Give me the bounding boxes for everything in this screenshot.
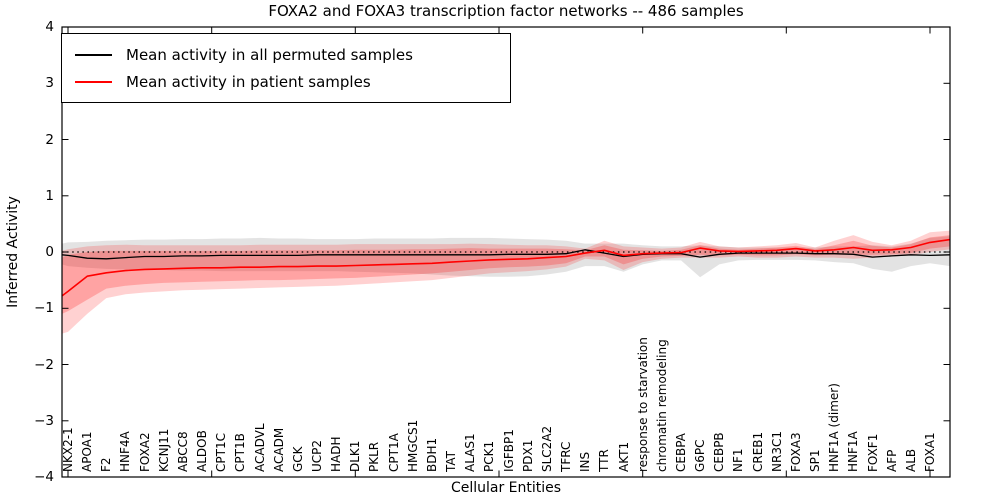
x-tick-label: TFRC (559, 441, 574, 472)
y-tick-label: −1 (34, 300, 54, 317)
x-tick-label: BDH1 (424, 437, 439, 472)
x-tick-label: UCP2 (310, 439, 325, 472)
x-tick-label: PDX1 (520, 439, 535, 472)
x-tick-label: INS (578, 451, 593, 472)
y-tick-label: 2 (45, 131, 54, 148)
y-tick-label: 1 (45, 187, 54, 204)
y-tick-label: 3 (45, 75, 54, 92)
legend-item-label: Mean activity in patient samples (126, 72, 371, 91)
y-tick-label: −4 (34, 469, 54, 485)
x-tick-label: FOXA2 (137, 432, 152, 472)
x-tick-label: CPT1B (233, 433, 248, 472)
x-tick-label: HMGCS1 (405, 419, 420, 472)
x-tick-label: HADH (329, 436, 344, 473)
x-tick-label: ABCC8 (175, 431, 190, 472)
x-tick-label: NR3C1 (769, 431, 784, 472)
y-tick-label: 0 (45, 244, 54, 260)
x-tick-label: IGFBP1 (501, 429, 516, 472)
legend-item-label: Mean activity in all permuted samples (126, 45, 413, 64)
x-tick-label: ALB (903, 448, 918, 472)
x-tick-label: KCNJ11 (156, 428, 171, 472)
x-tick-label: FOXA1 (923, 432, 937, 472)
patient-range-outer-band (62, 230, 950, 334)
x-tick-label: HNF1A (846, 431, 861, 472)
permuted-mean-line (61, 249, 951, 260)
y-tick-label: −3 (34, 412, 54, 429)
x-tick-label: PKLR (367, 441, 382, 472)
x-tick-label: ACADVL (252, 423, 267, 472)
x-tick-label: TAT (444, 450, 459, 472)
x-tick-label: chromatin remodeling (654, 339, 669, 472)
x-tick-label: CPT1A (386, 433, 401, 472)
x-tick-label: CREB1 (750, 431, 765, 472)
x-tick-label: NF1 (731, 448, 746, 472)
x-tick-label: G6PC (693, 439, 708, 472)
x-tick-label: APOA1 (80, 431, 95, 472)
x-tick-label: CPT1C (214, 433, 229, 472)
x-tick-label: TTR (597, 449, 612, 472)
legend-item: Mean activity in patient samples (75, 68, 510, 95)
chart-title: FOXA2 and FOXA3 transcription factor net… (268, 2, 744, 20)
x-tick-label: SP1 (808, 449, 823, 473)
x-tick-label: AKT1 (616, 441, 631, 472)
x-tick-label: response to starvation (635, 337, 650, 472)
patient-line-sample (75, 80, 112, 83)
x-tick-label: FOXF1 (865, 433, 880, 472)
x-tick-label: NKX2-1 (61, 427, 75, 472)
x-tick-label: F2 (99, 457, 114, 472)
x-tick-label: CEBPB (712, 432, 727, 472)
x-tick-label: ALAS1 (463, 433, 478, 472)
y-tick-label: 4 (45, 19, 54, 35)
x-tick-label: DLK1 (348, 440, 363, 472)
x-axis-label: Cellular Entities (450, 480, 562, 496)
y-tick-label: −2 (34, 356, 54, 373)
patient-mean-line (61, 238, 951, 297)
x-tick-label: AFP (884, 449, 899, 472)
x-tick-label: CEBPA (673, 433, 688, 472)
x-tick-label: SLC2A2 (539, 425, 554, 472)
legend-item: Mean activity in all permuted samples (75, 41, 510, 68)
plot-frame (61, 26, 951, 478)
permuted-line-sample (75, 53, 112, 56)
x-tick-label: ALDOB (195, 430, 210, 472)
x-tick-label: GCK (290, 446, 305, 472)
x-tick-label: ACADM (271, 427, 286, 472)
x-tick-label: FOXA3 (788, 432, 803, 472)
legend: Mean activity in all permuted samples Mea… (61, 33, 511, 103)
x-tick-label: HNF4A (118, 431, 133, 472)
x-tick-label: HNF1A (dimer) (827, 383, 842, 472)
x-tick-label: PCK1 (482, 440, 497, 472)
